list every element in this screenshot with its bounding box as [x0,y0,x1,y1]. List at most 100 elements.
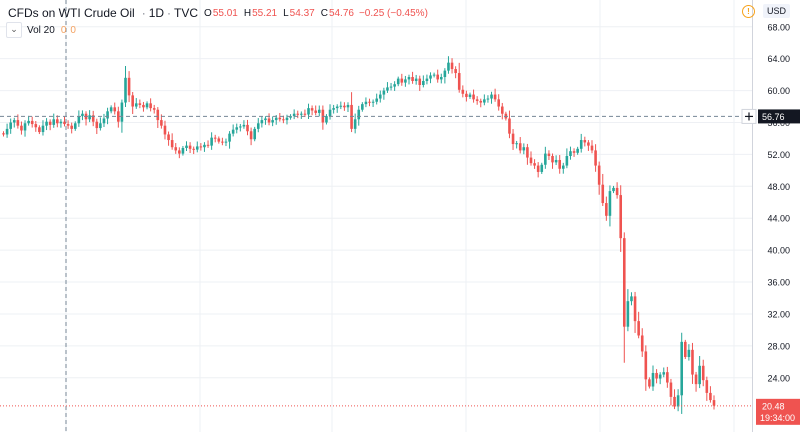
candle-body [138,103,142,105]
candle-body [231,129,235,134]
candle-body [414,78,418,82]
candle-body [400,78,404,83]
candle-body [651,372,655,387]
candle-body [120,102,124,122]
candle-body [490,94,493,99]
candle-body [450,62,454,70]
candle-body [454,69,457,74]
candle-body [12,120,16,123]
candle-body [23,123,27,131]
candle-body [457,73,461,90]
candle-body [687,349,691,358]
candle-body [199,146,203,148]
symbol-name[interactable]: CFDs on WTI Crude Oil [8,6,135,20]
candle-body [106,111,109,119]
candle-body [522,147,526,151]
candle-body [404,79,407,83]
candle-body [339,105,343,107]
candle-body [378,94,382,99]
candle-body [152,108,156,110]
candle-body [680,341,684,396]
candle-body [465,93,468,97]
candle-body [422,81,425,85]
candle-body [662,372,666,375]
candle-body [239,126,242,128]
candle-body [48,121,52,125]
candle-body [81,113,84,117]
info-icon[interactable]: ! [742,5,755,18]
candle-body [282,119,285,121]
candle-body [260,120,264,124]
candle-body [221,141,224,143]
candle-body [210,137,213,146]
candle-body [63,121,66,125]
candle-body [615,187,619,196]
candle-body [371,101,375,103]
candle-body [310,108,314,111]
candle-body [500,106,504,114]
candle-body [274,117,278,121]
change-value: −0.25 (−0.45%) [358,7,428,19]
candle-body [307,108,310,115]
candle-body [425,78,429,82]
candle-body [518,143,522,151]
y-tick-label: 44.00 [767,214,790,224]
interval-label[interactable]: 1D [148,6,165,20]
candle-body [709,392,712,401]
candle-body [134,103,138,107]
candle-body [655,372,658,379]
candle-body [325,116,328,123]
candle-body [608,191,612,216]
last-price-label: 20.48 [762,401,785,411]
bar-countdown-label: 19:34:00 [760,413,795,423]
volume-value: 0 [60,24,67,36]
candle-body [508,118,511,134]
currency-label[interactable]: USD [763,4,791,18]
candle-body [479,100,483,103]
candle-body [579,140,583,149]
candle-body [626,301,630,327]
candle-body [253,128,256,140]
candle-body [389,86,393,88]
candle-body [432,74,436,76]
candle-body [38,127,41,133]
candle-body [461,89,465,94]
candle-body [9,122,12,129]
candle-body [386,87,389,91]
candle-body [20,125,23,131]
candle-body [583,140,587,143]
candle-body [170,140,174,148]
candle-body [317,109,321,113]
price-axis: 68.0064.0060.0056.0052.0048.0044.0040.00… [752,0,790,432]
candle-body [612,187,615,192]
candle-body [443,70,447,78]
candle-body [637,321,640,336]
candle-body [576,148,579,153]
plus-icon[interactable] [741,108,757,124]
candle-body [91,115,95,122]
volume-label[interactable]: Vol 20 [27,24,55,36]
volume-ma-value: 0 [70,24,76,36]
y-tick-label: 40.00 [767,246,790,256]
candle-body [188,145,192,149]
candle-body [622,238,626,327]
crosshair-price-label: 56.76 [762,112,785,122]
candle-body [30,120,34,125]
candle-body [99,123,102,129]
candle-body [368,101,371,103]
candle-body [436,74,439,80]
symbol-legend: CFDs on WTI Crude Oil · 1D · TVC O 55.01 … [8,6,428,20]
y-tick-label: 48.00 [767,182,790,192]
candle-body [113,107,117,112]
candle-body [658,374,662,379]
source-label: TVC [174,6,199,20]
candle-body [475,99,479,101]
candle-body [142,104,145,108]
candle-body [558,159,561,169]
chevron-down-icon[interactable]: ⌄ [6,22,22,38]
candle-body [217,138,221,142]
candle-body [59,121,63,124]
candle-body [206,144,210,146]
